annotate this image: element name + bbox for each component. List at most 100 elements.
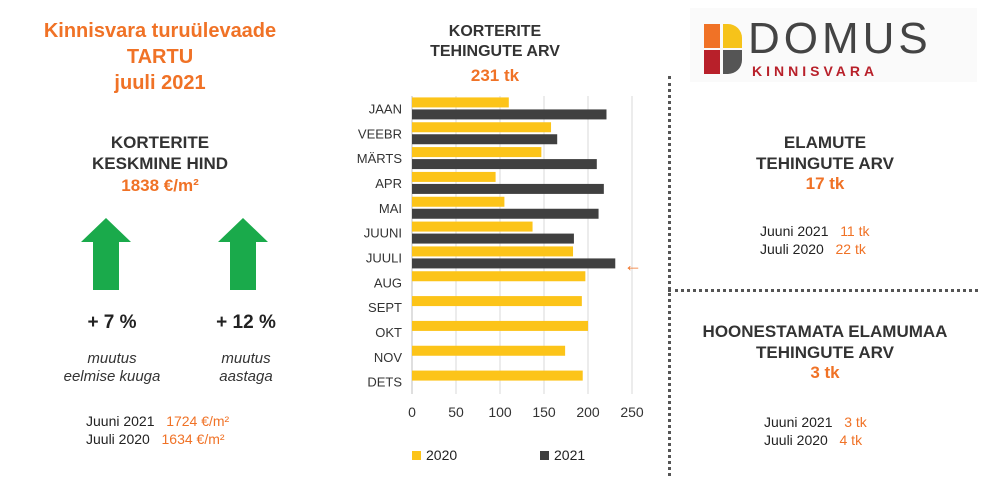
house-deals-title-line1: ELAMUTE — [783, 133, 867, 152]
comparison-row: Juuni 2021 3 tk — [764, 413, 867, 431]
arrow-up-icon — [218, 218, 268, 290]
apartment-price-title-line1: KORTERITE — [110, 133, 210, 152]
domus-logo-mark-icon — [704, 24, 742, 74]
bar-2020 — [412, 122, 552, 133]
land-deals-value: 3 tk — [810, 363, 840, 382]
bar-2021 — [412, 208, 599, 219]
x-tick-label: 200 — [576, 404, 600, 420]
domus-logo: DOMUS KINNISVARA — [690, 8, 977, 82]
current-month-marker: ← — [624, 255, 642, 275]
report-title-period: juuli 2021 — [114, 72, 206, 94]
apartment-price-comparisons: Juuni 2021 1724 €/m² Juuli 2020 1634 €/m… — [86, 412, 229, 448]
y-tick-label: DETS — [367, 375, 402, 390]
bar-2021 — [412, 258, 616, 269]
comparison-value: 22 tk — [835, 241, 866, 257]
monthly-change-label: muutus eelmise kuuga — [50, 350, 174, 386]
bar-2020 — [412, 196, 505, 207]
legend-label: 2021 — [554, 447, 585, 463]
y-tick-label: JUUNI — [364, 226, 402, 241]
comparison-value: 1724 €/m² — [166, 413, 230, 429]
report-title-line1: Kinnisvara turuülevaade — [43, 20, 277, 42]
x-tick-label: 0 — [408, 404, 416, 420]
domus-logo-name: DOMUS — [748, 14, 932, 63]
x-tick-label: 50 — [448, 404, 464, 420]
bar-2021 — [412, 109, 607, 120]
bar-2021 — [412, 183, 604, 194]
comparison-label: Juuni 2021 — [86, 413, 155, 429]
bar-2021 — [412, 159, 597, 170]
report-title-city: TARTU — [126, 46, 194, 68]
monthly-change-value: + 7 % — [87, 312, 137, 333]
monthly-change-label-line1: muutus — [87, 350, 137, 367]
bar-2020 — [412, 345, 566, 356]
comparison-row: Juuni 2021 11 tk — [760, 222, 870, 240]
house-deals-comparisons: Juuni 2021 11 tk Juuli 2020 22 tk — [760, 222, 870, 258]
section-divider-vertical — [668, 76, 671, 476]
comparison-value: 4 tk — [839, 432, 863, 448]
land-deals-title-line2: TEHINGUTE ARV — [756, 343, 894, 362]
land-deals-title: HOONESTAMATA ELAMUMAA TEHINGUTE ARV — [680, 321, 970, 363]
bar-2021 — [412, 233, 574, 244]
bar-2020 — [412, 246, 574, 257]
comparison-row: Juuli 2020 1634 €/m² — [86, 430, 229, 448]
apartment-deals-chart: 0 50 100 150 200 250 JAAN VEEBR MÄRTS APR MAI JUUNI… — [357, 96, 644, 463]
yearly-change-value: + 12 % — [216, 312, 276, 333]
bar-2020 — [412, 370, 583, 381]
monthly-change-label-line2: eelmise kuuga — [63, 368, 161, 385]
bar-2020 — [412, 221, 533, 232]
y-tick-label: NOV — [374, 350, 403, 365]
apartment-deals-value: 231 tk — [470, 66, 520, 85]
comparison-value: 3 tk — [844, 414, 867, 430]
comparison-value: 1634 €/m² — [161, 431, 225, 447]
house-deals-value: 17 tk — [805, 174, 845, 193]
bar-2020 — [412, 271, 586, 282]
bar-2021 — [412, 134, 558, 145]
bar-2020 — [412, 171, 496, 182]
apartment-price-value: 1838 €/m² — [121, 176, 199, 195]
comparison-label: Juuli 2020 — [760, 241, 824, 257]
x-tick-label: 250 — [620, 404, 644, 420]
comparison-label: Juuni 2021 — [760, 223, 829, 239]
comparison-label: Juuni 2021 — [764, 414, 833, 430]
comparison-label: Juuli 2020 — [86, 431, 150, 447]
comparison-row: Juuli 2020 22 tk — [760, 240, 870, 258]
apartment-deals-title-line2: TEHINGUTE ARV — [430, 43, 560, 60]
apartment-price-title: KORTERITE KESKMINE HIND — [60, 132, 260, 174]
y-tick-label: SEPT — [368, 300, 402, 315]
arrow-up-icon — [81, 218, 131, 290]
domus-logo-subtitle: KINNISVARA — [752, 63, 879, 79]
y-tick-label: MÄRTS — [357, 151, 403, 166]
x-tick-label: 100 — [488, 404, 512, 420]
comparison-label: Juuli 2020 — [764, 432, 828, 448]
apartment-deals-title: KORTERITE TEHINGUTE ARV — [400, 22, 590, 62]
y-tick-label: MAI — [379, 201, 402, 216]
house-deals-title-line2: TEHINGUTE ARV — [756, 154, 894, 173]
apartment-deals-title-line1: KORTERITE — [448, 23, 542, 40]
y-tick-label: VEEBR — [358, 126, 402, 141]
bar-2020 — [412, 320, 588, 331]
house-deals-title: ELAMUTE TEHINGUTE ARV — [700, 132, 950, 174]
y-tick-label: JUULI — [366, 250, 402, 265]
legend-swatch — [412, 451, 421, 460]
yearly-change-label-line1: muutus — [221, 350, 271, 367]
comparison-row: Juuli 2020 4 tk — [764, 431, 867, 449]
land-deals-comparisons: Juuni 2021 3 tk Juuli 2020 4 tk — [764, 413, 867, 449]
section-divider-horizontal — [668, 289, 978, 292]
bar-2020 — [412, 147, 542, 158]
apartment-price-title-line2: KESKMINE HIND — [91, 154, 228, 173]
comparison-value: 11 tk — [840, 223, 870, 239]
land-deals-title-line1: HOONESTAMATA ELAMUMAA — [702, 322, 948, 341]
y-tick-label: AUG — [374, 275, 402, 290]
bar-2020 — [412, 296, 582, 307]
bar-2020 — [412, 97, 509, 108]
y-tick-label: OKT — [375, 325, 402, 340]
legend-label: 2020 — [426, 447, 457, 463]
y-tick-label: APR — [375, 176, 402, 191]
comparison-row: Juuni 2021 1724 €/m² — [86, 412, 229, 430]
report-title: Kinnisvara turuülevaade TARTU juuli 2021 — [10, 18, 310, 96]
x-tick-label: 150 — [532, 404, 556, 420]
yearly-change-label-line2: aastaga — [219, 368, 273, 385]
y-tick-label: JAAN — [369, 101, 402, 116]
legend-swatch — [540, 451, 549, 460]
yearly-change-label: muutus aastaga — [184, 350, 308, 386]
